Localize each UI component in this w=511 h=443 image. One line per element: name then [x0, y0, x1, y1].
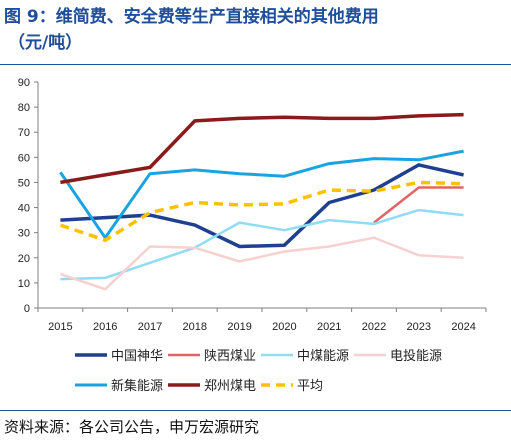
y-tick-label: 20 [18, 253, 30, 265]
x-tick-label: 2024 [451, 321, 475, 333]
title-divider [0, 64, 511, 65]
y-tick-label: 50 [18, 177, 30, 189]
y-tick-label: 60 [18, 152, 30, 164]
x-tick-label: 2023 [407, 321, 431, 333]
legend-label-3: 电投能源 [390, 348, 442, 364]
source-note: 资料来源：各公司公告，申万宏源研究 [4, 418, 260, 436]
y-tick-label: 40 [18, 203, 30, 215]
series-line-4 [59, 149, 464, 240]
title-line-2: （元/吨） [8, 33, 83, 53]
x-tick-label: 2019 [227, 321, 251, 333]
legend-label-4: 新集能源 [111, 378, 163, 394]
y-tick-label: 70 [18, 127, 30, 139]
line-chart: 0 10 20 30 40 50 60 70 80 90 2015 2016 2017 2018 2019 2… [18, 77, 487, 394]
y-tick-label: 30 [18, 228, 30, 240]
y-tick-label: 0 [24, 303, 30, 315]
x-tick-label: 2021 [317, 321, 341, 333]
x-tick-label: 2020 [272, 321, 296, 333]
legend-label-1: 陕西煤业 [204, 349, 256, 364]
series-line-1 [373, 186, 464, 224]
legend-label-0: 中国神华 [111, 349, 163, 364]
x-tick-label: 2015 [48, 321, 72, 333]
legend-label-6: 平均 [297, 379, 323, 394]
series-line-5 [60, 112, 464, 185]
title-line-1: 图 9：维简费、安全费等生产直接相关的其他费用 [4, 7, 379, 27]
y-tick-label: 90 [18, 77, 30, 89]
source-divider [0, 410, 511, 411]
series-line-6 [59, 180, 464, 242]
x-tick-label: 2018 [183, 321, 207, 333]
x-tick-label: 2016 [93, 321, 117, 333]
legend-label-5: 郑州煤电 [204, 379, 256, 394]
chart-title: 图 9：维简费、安全费等生产直接相关的其他费用 （元/吨） [4, 4, 504, 56]
x-tick-label: 2022 [362, 321, 386, 333]
y-tick-label: 80 [18, 102, 30, 114]
series-line-3 [60, 236, 464, 291]
series-line-2 [60, 208, 464, 281]
legend-label-2: 中煤能源 [297, 349, 349, 364]
series-line-0 [60, 163, 464, 249]
y-tick-label: 10 [18, 278, 30, 290]
x-tick-label: 2017 [138, 321, 162, 333]
